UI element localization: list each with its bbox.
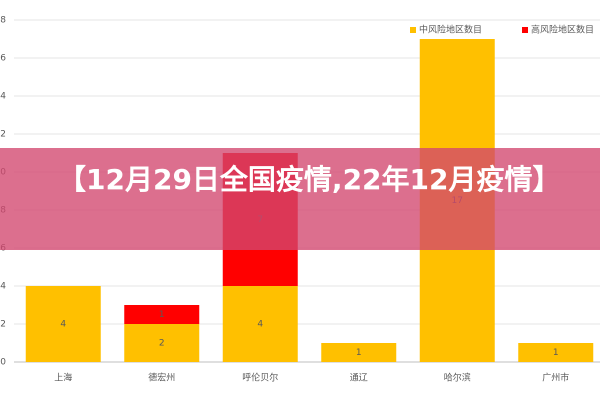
data-label: 2 <box>159 339 165 349</box>
y-tick-label: 18 <box>0 16 6 26</box>
data-label: 1 <box>553 348 559 358</box>
legend-swatch <box>410 27 416 33</box>
y-tick-label: 0 <box>0 358 6 368</box>
y-tick-label: 12 <box>0 130 6 140</box>
bar-segment <box>25 286 101 362</box>
y-tick-label: 2 <box>0 320 6 330</box>
y-tick-label: 4 <box>0 282 6 292</box>
data-label: 1 <box>356 348 362 358</box>
legend-label: 高风险地区数目 <box>531 24 594 36</box>
legend-swatch <box>522 27 528 33</box>
x-tick-label: 上海 <box>54 372 72 384</box>
banner: 【12月29日全国疫情,22年12月疫情】 <box>0 148 600 250</box>
bar-segment <box>518 343 594 362</box>
data-label: 4 <box>60 320 66 330</box>
x-tick-label: 通辽 <box>350 373 368 384</box>
bar-segment <box>321 343 397 362</box>
legend-label: 中风险地区数目 <box>419 24 482 36</box>
x-tick-label: 哈尔滨 <box>444 372 471 384</box>
data-label: 1 <box>159 310 165 320</box>
y-tick-label: 16 <box>0 54 6 64</box>
y-tick-label: 14 <box>0 92 6 102</box>
bar-segment <box>124 324 200 362</box>
x-tick-label: 广州市 <box>542 372 569 384</box>
data-label: 4 <box>257 320 263 330</box>
x-tick-label: 德宏州 <box>148 372 175 384</box>
x-tick-label: 呼伦贝尔 <box>242 372 278 384</box>
bar-segment <box>222 286 298 362</box>
bar-segment <box>124 305 200 324</box>
